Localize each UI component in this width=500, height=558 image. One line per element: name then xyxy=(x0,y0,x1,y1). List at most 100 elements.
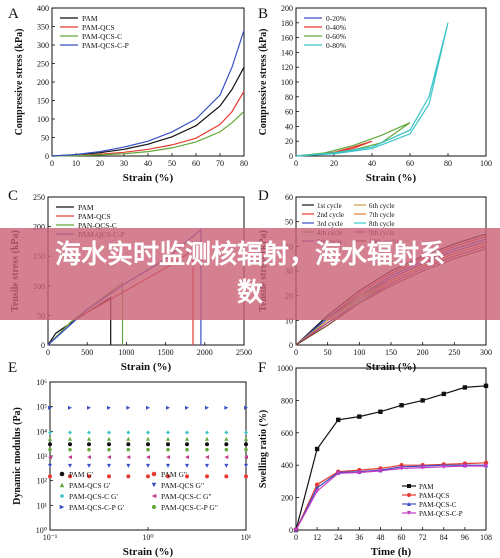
legend-label: 0-80% xyxy=(326,41,346,50)
x-tick-label: 36 xyxy=(355,533,363,542)
x-axis-label: Strain (%) xyxy=(366,361,417,373)
data-point xyxy=(146,474,150,479)
x-axis-label: Strain (%) xyxy=(123,546,174,558)
data-point xyxy=(357,414,362,419)
legend-label: PAM-QCS-C G' xyxy=(69,492,118,501)
data-point xyxy=(86,430,91,435)
panel-letter: D xyxy=(258,188,269,204)
y-tick-label: 10¹ xyxy=(37,501,48,510)
y-tick-label: 1000 xyxy=(277,364,293,373)
data-point xyxy=(166,442,171,447)
data-point xyxy=(48,430,52,435)
legend-label: PAM-QCS-C-P G' xyxy=(69,503,125,512)
legend: 0-20%0-40%0-60%0-80% xyxy=(304,14,346,50)
y-tick-label: 600 xyxy=(281,429,293,438)
data-point xyxy=(244,474,248,479)
legend-label: PAM-QCS-C xyxy=(82,32,122,41)
data-point xyxy=(184,436,189,441)
legend-label: PAM-QCS G' xyxy=(69,481,111,490)
data-point xyxy=(244,436,248,441)
x-tick-label: 150 xyxy=(385,348,397,357)
x-tick-label: 100 xyxy=(353,348,365,357)
data-point xyxy=(357,470,362,475)
x-tick-label: 108 xyxy=(480,533,492,542)
legend-label: PAM xyxy=(78,203,94,212)
data-point xyxy=(126,405,131,410)
data-point xyxy=(86,463,91,468)
data-point xyxy=(336,417,341,423)
data-point xyxy=(126,455,131,460)
data-point xyxy=(86,442,91,447)
data-point xyxy=(146,455,150,460)
panel-f: F 0 12 24 36 48 60 72 84 96 108 0 200 400 600 800 1000 Ti… xyxy=(258,360,492,558)
data-point xyxy=(293,527,299,533)
legend-swatch xyxy=(151,471,157,477)
legend-swatch xyxy=(59,482,65,488)
legend-label: PAM G" xyxy=(161,470,187,479)
data-point xyxy=(86,436,91,441)
x-tick-label: 1500 xyxy=(158,348,174,357)
x-tick-label: 80 xyxy=(240,159,248,168)
data-point xyxy=(86,455,91,460)
x-tick-label: 20 xyxy=(330,159,338,168)
data-point xyxy=(184,455,189,460)
y-tick-label: 10⁵ xyxy=(36,403,47,412)
data-point xyxy=(107,405,112,410)
data-point xyxy=(224,442,229,447)
data-point xyxy=(205,405,210,410)
data-point xyxy=(146,442,150,447)
panel-letter: F xyxy=(258,360,266,376)
banner-title: 海水实时监测核辐射，海水辐射系数 xyxy=(54,240,445,308)
data-point xyxy=(378,409,383,414)
data-point xyxy=(107,436,112,441)
data-point xyxy=(184,442,189,447)
y-tick-label: 120 xyxy=(281,63,293,72)
data-point xyxy=(68,463,73,468)
data-point xyxy=(399,466,404,471)
x-axis-label: Strain (%) xyxy=(123,172,174,184)
x-tick-label: 80 xyxy=(444,159,452,168)
x-tick-label: 60 xyxy=(192,159,200,168)
y-tick-label: 60 xyxy=(285,108,293,117)
data-point xyxy=(68,430,73,435)
series-line xyxy=(295,464,486,531)
data-point xyxy=(166,455,171,460)
data-point xyxy=(244,442,248,447)
data-point xyxy=(146,447,150,452)
y-tick-label: 10⁴ xyxy=(36,427,47,436)
x-tick-label: 0 xyxy=(294,348,298,357)
y-tick-label: 0 xyxy=(289,526,293,535)
legend-swatch xyxy=(59,493,65,499)
data-point xyxy=(224,430,229,435)
data-point xyxy=(48,463,52,468)
data-point xyxy=(146,463,150,468)
data-point xyxy=(483,463,489,469)
series-line xyxy=(51,90,245,157)
y-tick-label: 400 xyxy=(37,4,49,13)
y-tick-label: 160 xyxy=(281,34,293,43)
data-point xyxy=(314,488,320,494)
legend-label: PAM-QCS xyxy=(419,492,450,500)
x-tick-label: 50 xyxy=(168,159,176,168)
series-line xyxy=(51,66,245,157)
legend-label: PAM-QCS xyxy=(82,23,115,32)
data-point xyxy=(68,455,73,460)
legend-label: PAM-QCS-C-P xyxy=(419,510,463,518)
data-point xyxy=(205,447,210,452)
series-line xyxy=(295,385,487,531)
x-tick-label: 12 xyxy=(313,533,321,542)
data-point xyxy=(146,405,150,410)
data-point xyxy=(107,442,112,447)
legend-label: 0-60% xyxy=(326,32,346,41)
legend-label: 0-40% xyxy=(326,23,346,32)
x-tick-label: 60 xyxy=(398,533,406,542)
data-point xyxy=(107,447,112,452)
data-point xyxy=(48,447,52,452)
data-point xyxy=(378,468,383,474)
legend-label: 8th cycle xyxy=(369,220,394,228)
panel-b: B 0 20 40 60 80 100 0 20 40 60 80 100 120 140 160 180 200… xyxy=(258,4,492,184)
data-point xyxy=(166,463,171,468)
data-point xyxy=(68,447,73,452)
legend-label: PAN-QCS-C xyxy=(78,221,117,230)
